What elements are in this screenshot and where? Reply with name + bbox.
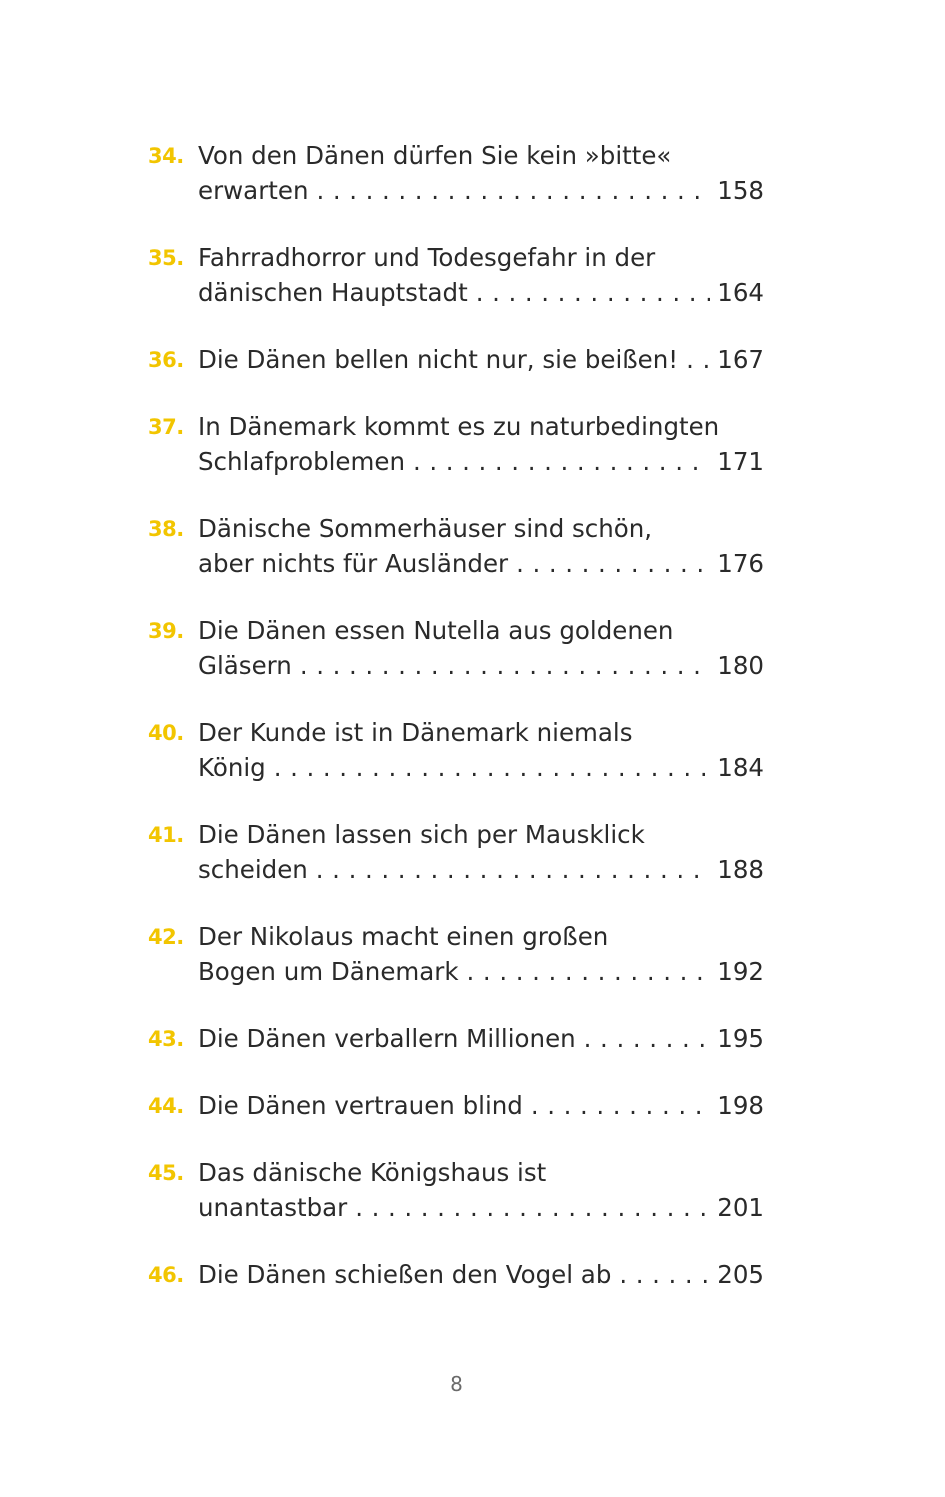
chapter-number: 34. bbox=[148, 144, 184, 168]
chapter-page-number: 188 bbox=[717, 855, 764, 884]
dot-leader: ........................................… bbox=[299, 651, 710, 680]
chapter-title-text: Die Dänen vertrauen blind bbox=[198, 1091, 523, 1120]
chapter-title-lastline: Gläsern.................................… bbox=[198, 648, 764, 683]
chapter-title-text: unantastbar bbox=[198, 1193, 348, 1222]
chapter-page-number: 164 bbox=[717, 278, 764, 307]
toc-entry[interactable]: 44. Die Dänen vertrauen blind............… bbox=[148, 1088, 764, 1123]
chapter-title-lastline: Schlafproblemen.........................… bbox=[198, 444, 764, 479]
chapter-title-lastline: Die Dänen vertrauen blind...............… bbox=[198, 1088, 764, 1123]
dot-leader: ........................................… bbox=[316, 176, 710, 205]
chapter-title-text: scheiden bbox=[198, 855, 308, 884]
chapter-number: 46. bbox=[148, 1263, 184, 1287]
chapter-number: 39. bbox=[148, 619, 184, 643]
dot-leader: ........................................… bbox=[273, 753, 710, 782]
dot-leader: ........................................… bbox=[315, 855, 710, 884]
chapter-page-number: 158 bbox=[717, 176, 764, 205]
chapter-number: 41. bbox=[148, 823, 184, 847]
chapter-title-line: Dänische Sommerhäuser sind schön, bbox=[198, 514, 653, 543]
dot-leader: ........................................… bbox=[530, 1091, 710, 1120]
chapter-title-lastline: Bogen um Dänemark.......................… bbox=[198, 954, 764, 989]
chapter-number: 42. bbox=[148, 925, 184, 949]
toc-entry[interactable]: 42. Der Nikolaus macht einen großen Bogen … bbox=[148, 919, 764, 989]
toc-entry[interactable]: 45. Das dänische Königshaus ist unantastba… bbox=[148, 1155, 764, 1225]
dot-leader: ........................................… bbox=[412, 447, 710, 476]
chapter-title-line: Die Dänen essen Nutella aus goldenen bbox=[198, 616, 674, 645]
chapter-title-line: Von den Dänen dürfen Sie kein »bitte« bbox=[198, 141, 672, 170]
chapter-page-number: 198 bbox=[717, 1091, 764, 1120]
chapter-title-lastline: Die Dänen bellen nicht nur, sie beißen!.… bbox=[198, 342, 764, 377]
page-number: 8 bbox=[450, 1372, 463, 1396]
chapter-title-line: Fahrradhorror und Todesgefahr in der bbox=[198, 243, 656, 272]
chapter-number: 36. bbox=[148, 348, 184, 372]
dot-leader: ........................................… bbox=[583, 1024, 710, 1053]
chapter-title-text: dänischen Hauptstadt bbox=[198, 278, 468, 307]
chapter-title-text: Gläsern bbox=[198, 651, 292, 680]
chapter-title-text: Die Dänen verballern Millionen bbox=[198, 1024, 576, 1053]
dot-leader: ........................................… bbox=[466, 957, 710, 986]
chapter-title-text: Die Dänen schießen den Vogel ab bbox=[198, 1260, 612, 1289]
chapter-page-number: 176 bbox=[717, 549, 764, 578]
chapter-title-lastline: König...................................… bbox=[198, 750, 764, 785]
dot-leader: ........................................… bbox=[516, 549, 710, 578]
dot-leader: ........................................… bbox=[686, 345, 710, 374]
chapter-title-lastline: dänischen Hauptstadt....................… bbox=[198, 275, 764, 310]
chapter-page-number: 180 bbox=[717, 651, 764, 680]
chapter-title-text: König bbox=[198, 753, 266, 782]
dot-leader: ........................................… bbox=[475, 278, 710, 307]
dot-leader: ........................................… bbox=[355, 1193, 710, 1222]
toc-entry[interactable]: 40. Der Kunde ist in Dänemark niemals Köni… bbox=[148, 715, 764, 785]
chapter-title-lastline: aber nichts für Ausländer...............… bbox=[198, 546, 764, 581]
chapter-page-number: 195 bbox=[717, 1024, 764, 1053]
dot-leader: ........................................… bbox=[619, 1260, 710, 1289]
chapter-title-lastline: Die Dänen verballern Millionen..........… bbox=[198, 1021, 764, 1056]
chapter-title-lastline: erwarten................................… bbox=[198, 173, 764, 208]
chapter-title-text: erwarten bbox=[198, 176, 309, 205]
chapter-title-line: Das dänische Königshaus ist bbox=[198, 1158, 547, 1187]
chapter-page-number: 167 bbox=[717, 345, 764, 374]
chapter-page-number: 205 bbox=[717, 1260, 764, 1289]
chapter-page-number: 201 bbox=[717, 1193, 764, 1222]
chapter-page-number: 192 bbox=[717, 957, 764, 986]
chapter-number: 40. bbox=[148, 721, 184, 745]
chapter-title-line: Die Dänen lassen sich per Mausklick bbox=[198, 820, 645, 849]
chapter-number: 37. bbox=[148, 415, 184, 439]
chapter-number: 35. bbox=[148, 246, 184, 270]
chapter-title-text: Schlafproblemen bbox=[198, 447, 405, 476]
chapter-number: 38. bbox=[148, 517, 184, 541]
chapter-title-text: Bogen um Dänemark bbox=[198, 957, 459, 986]
toc-entry[interactable]: 46. Die Dänen schießen den Vogel ab......… bbox=[148, 1257, 764, 1292]
chapter-title-line: Der Kunde ist in Dänemark niemals bbox=[198, 718, 633, 747]
chapter-number: 44. bbox=[148, 1094, 184, 1118]
toc-entry[interactable]: 38. Dänische Sommerhäuser sind schön, aber… bbox=[148, 511, 764, 581]
toc-entry[interactable]: 37. In Dänemark kommt es zu naturbedingte… bbox=[148, 409, 764, 479]
chapter-title-line: In Dänemark kommt es zu naturbedingten bbox=[198, 412, 720, 441]
toc-entry[interactable]: 34. Von den Dänen dürfen Sie kein »bitte«… bbox=[148, 138, 764, 208]
toc-entry[interactable]: 43. Die Dänen verballern Millionen.......… bbox=[148, 1021, 764, 1056]
chapter-title-lastline: scheiden................................… bbox=[198, 852, 764, 887]
toc-entry[interactable]: 41. Die Dänen lassen sich per Mausklick sc… bbox=[148, 817, 764, 887]
chapter-title-line: Der Nikolaus macht einen großen bbox=[198, 922, 609, 951]
chapter-number: 45. bbox=[148, 1161, 184, 1185]
chapter-page-number: 171 bbox=[717, 447, 764, 476]
chapter-number: 43. bbox=[148, 1027, 184, 1051]
chapter-title-lastline: Die Dänen schießen den Vogel ab.........… bbox=[198, 1257, 764, 1292]
chapter-title-lastline: unantastbar.............................… bbox=[198, 1190, 764, 1225]
chapter-title-text: aber nichts für Ausländer bbox=[198, 549, 509, 578]
toc-entry[interactable]: 35. Fahrradhorror und Todesgefahr in der d… bbox=[148, 240, 764, 310]
toc-entry[interactable]: 39. Die Dänen essen Nutella aus goldenen G… bbox=[148, 613, 764, 683]
chapter-title-text: Die Dänen bellen nicht nur, sie beißen! bbox=[198, 345, 679, 374]
chapter-page-number: 184 bbox=[717, 753, 764, 782]
table-of-contents: 34. Von den Dänen dürfen Sie kein »bitte«… bbox=[148, 138, 764, 1324]
toc-entry[interactable]: 36. Die Dänen bellen nicht nur, sie beiße… bbox=[148, 342, 764, 377]
